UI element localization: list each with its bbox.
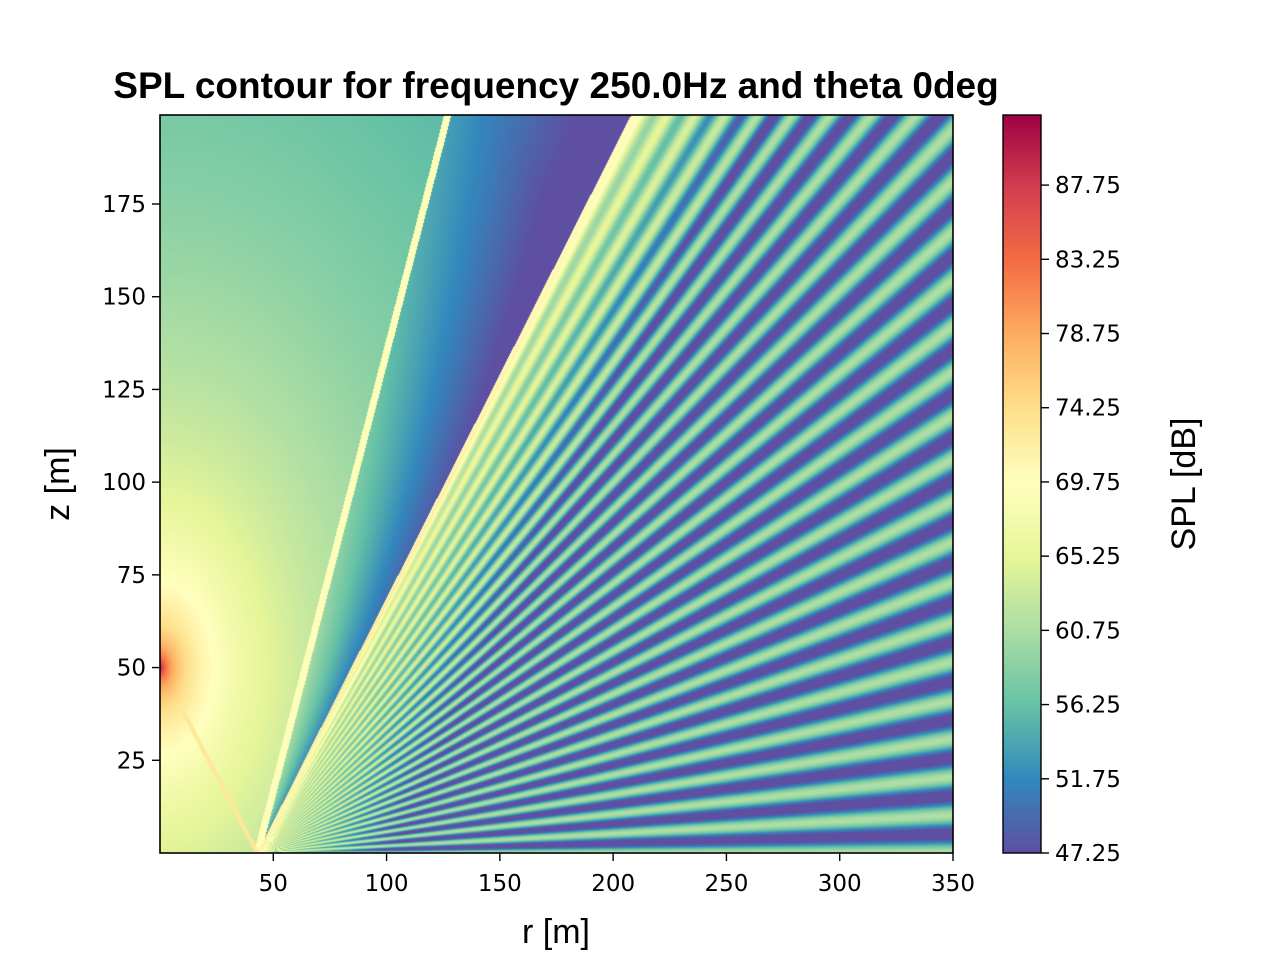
y-tick-label: 100 [102,470,146,496]
colorbar-ticks: 47.25 51.75 56.25 60.75 65.25 69.75 74.25 78.75… [1041,173,1121,867]
y-axis-ticks: 25 50 75 100 125 150 175 [102,192,160,774]
plot-area [159,114,954,854]
colorbar-tick-label: 87.75 [1055,173,1121,199]
colorbar-tick-label: 60.75 [1055,618,1121,644]
colorbar-tick-label: 51.75 [1055,767,1121,793]
x-tick-label: 200 [591,871,635,897]
colorbar: 47.25 51.75 56.25 60.75 65.25 69.75 74.25 78.75… [1002,114,1203,867]
y-tick-label: 125 [102,377,146,403]
y-tick-label: 50 [117,656,146,682]
x-tick-label: 350 [931,871,975,897]
colorbar-tick-label: 69.75 [1055,470,1121,496]
x-tick-label: 250 [704,871,748,897]
colorbar-tick-label: 56.25 [1055,693,1121,719]
chart-title: SPL contour for frequency 250.0Hz and th… [113,65,998,106]
colorbar-tick-label: 47.25 [1055,841,1121,867]
y-tick-label: 175 [102,192,146,218]
colorbar-tick-label: 65.25 [1055,544,1121,570]
plot-frame [159,114,954,854]
colorbar-gradient [1002,114,1042,854]
x-tick-label: 100 [365,871,409,897]
x-tick-label: 50 [259,871,288,897]
y-tick-label: 25 [117,748,146,774]
colorbar-tick-label: 78.75 [1055,322,1121,348]
colorbar-tick-label: 83.25 [1055,247,1121,273]
colorbar-label: SPL [dB] [1165,418,1203,551]
x-axis-ticks: 50 100 150 200 250 300 350 [259,853,975,897]
x-tick-label: 150 [478,871,522,897]
colorbar-tick-label: 74.25 [1055,396,1121,422]
spl-heatmap [160,115,953,853]
y-tick-label: 75 [117,563,146,589]
y-axis-label: z [m] [39,447,77,521]
x-tick-label: 300 [818,871,862,897]
x-axis-label: r [m] [522,913,590,951]
y-tick-label: 150 [102,285,146,311]
